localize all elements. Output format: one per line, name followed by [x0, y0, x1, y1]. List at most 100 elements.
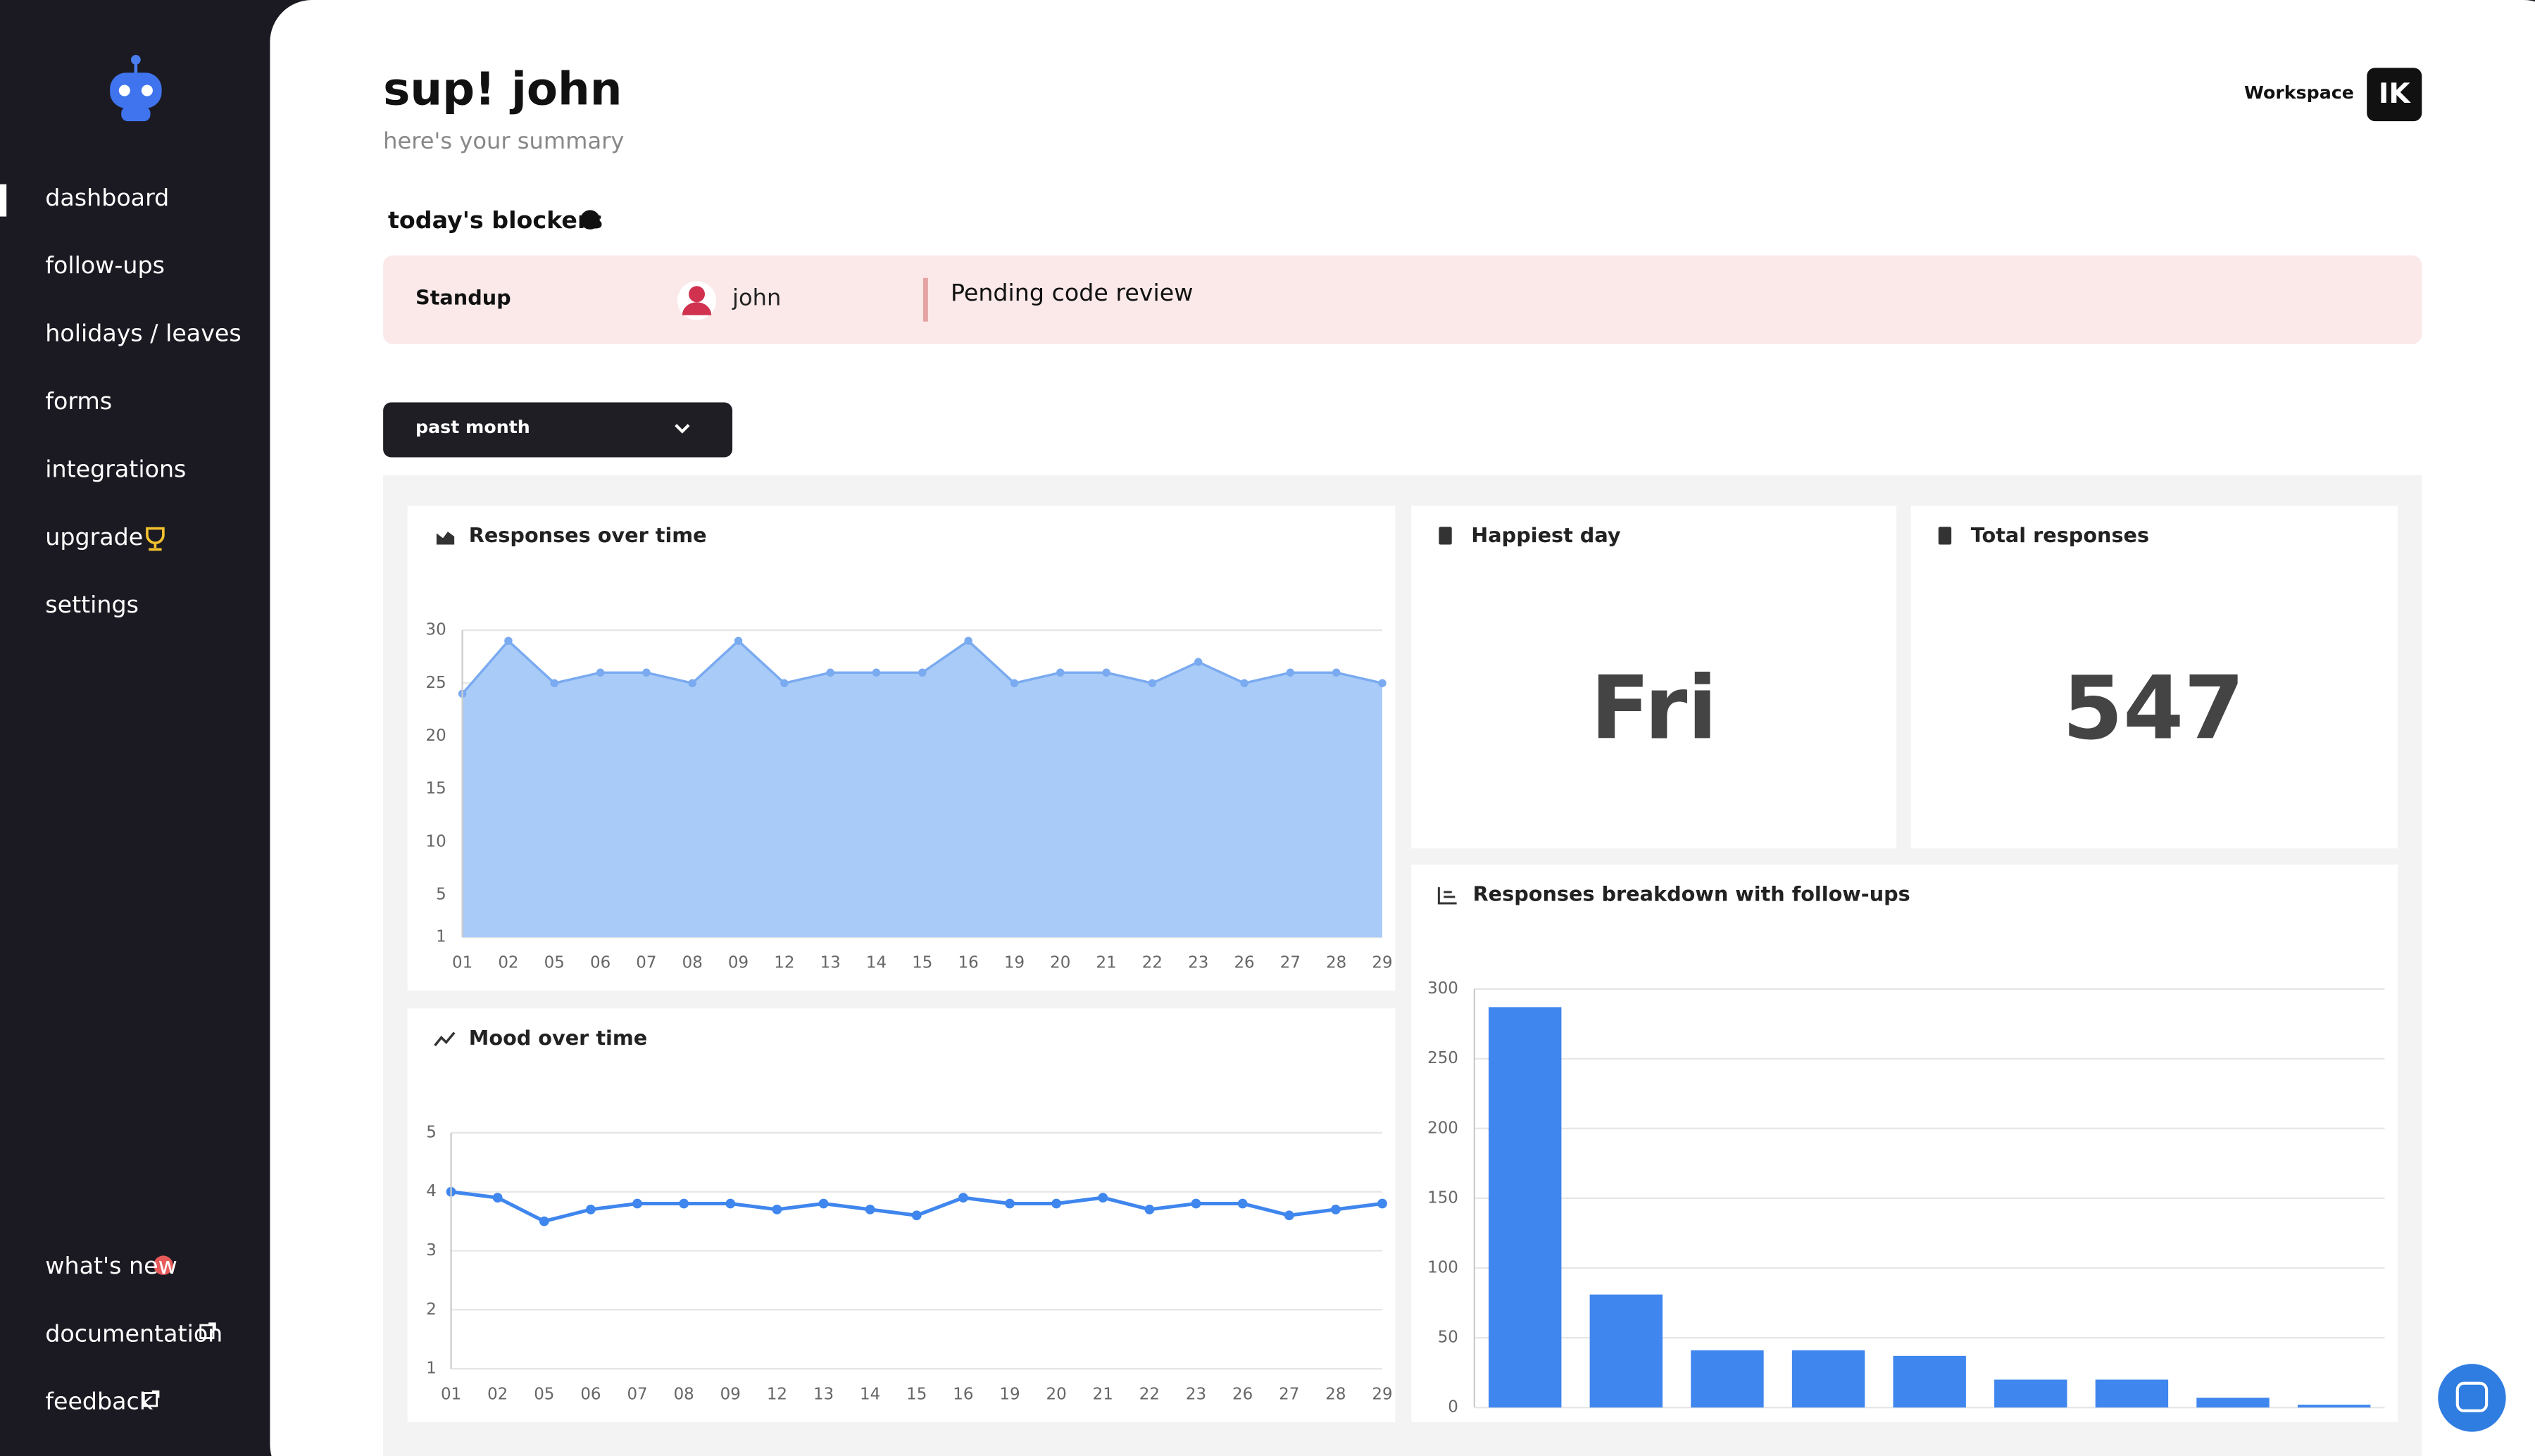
x-tick-label: 08: [682, 953, 703, 972]
page-subtitle: here's your summary: [383, 127, 624, 154]
x-tick-label: 13: [820, 953, 841, 972]
workspace-logo[interactable]: [2367, 68, 2422, 122]
point: [865, 1204, 875, 1215]
point: [632, 1198, 642, 1209]
stat-icon: [1938, 527, 1952, 545]
x-tick-label: 19: [1004, 953, 1025, 972]
y-tick-label: 250: [1427, 1049, 1458, 1067]
x-tick-label: 21: [1093, 1385, 1113, 1403]
workspace-label: Workspace: [2244, 82, 2354, 103]
bar: [2196, 1398, 2270, 1408]
y-tick-label: 10: [425, 832, 446, 851]
x-tick-label: 05: [534, 1385, 554, 1403]
section-title: today's blockers: [388, 206, 603, 234]
y-tick-label: 5: [436, 886, 446, 904]
x-tick-label: 28: [1325, 1385, 1346, 1403]
nav-item[interactable]: holidays / leaves: [45, 320, 241, 347]
nav-item[interactable]: documentation: [45, 1319, 223, 1347]
x-tick-label: 12: [774, 953, 794, 972]
x-tick-label: 01: [452, 953, 472, 972]
nav-item[interactable]: forms: [45, 387, 112, 415]
x-tick-label: 06: [590, 953, 611, 972]
card: [1910, 506, 2398, 848]
chat-button[interactable]: [2438, 1364, 2506, 1432]
point: [911, 1210, 922, 1221]
nav-item[interactable]: follow-ups: [45, 251, 165, 279]
chart-title: Responses breakdown with follow-ups: [1473, 882, 1910, 906]
point: [1194, 658, 1203, 666]
workspace-logo-text: IK: [2379, 78, 2412, 110]
y-tick-label: 15: [425, 779, 446, 798]
point: [1010, 679, 1019, 688]
bar: [1589, 1294, 1663, 1408]
x-tick-label: 29: [1372, 1385, 1392, 1403]
point: [1284, 1210, 1294, 1221]
y-tick-label: 150: [1427, 1188, 1458, 1207]
stat-title: Happiest day: [1471, 523, 1621, 547]
logo: [110, 55, 162, 122]
nav-item[interactable]: dashboard: [45, 184, 169, 211]
page-title: sup! john: [383, 63, 622, 115]
bar: [1893, 1355, 1966, 1408]
x-tick-label: 20: [1050, 953, 1070, 972]
blocker-row: [383, 255, 2422, 344]
x-tick-label: 06: [580, 1385, 601, 1403]
x-tick-label: 12: [767, 1385, 787, 1403]
external-icon: [199, 1322, 216, 1339]
point: [679, 1198, 689, 1209]
point: [725, 1198, 736, 1209]
point: [872, 668, 881, 677]
point: [1005, 1198, 1015, 1209]
chart-icon: [1437, 887, 1457, 905]
blocker-user: john: [732, 284, 781, 311]
x-tick-label: 08: [674, 1385, 694, 1403]
y-tick-label: 50: [1438, 1329, 1458, 1347]
y-tick-label: 300: [1427, 979, 1458, 998]
bar: [2297, 1405, 2371, 1408]
nav-item[interactable]: settings: [45, 591, 139, 618]
point: [772, 1204, 782, 1215]
bar: [1994, 1379, 2067, 1408]
x-tick-label: 16: [953, 1385, 973, 1403]
nav-item[interactable]: integrations: [45, 455, 186, 482]
point: [539, 1216, 549, 1226]
point: [1377, 1198, 1387, 1209]
chevron: [675, 424, 690, 434]
trophy-icon: [146, 527, 165, 551]
nav-item[interactable]: feedback: [45, 1388, 154, 1415]
point: [964, 636, 972, 645]
point: [1098, 1193, 1108, 1203]
period-select[interactable]: [383, 402, 733, 458]
x-tick-label: 13: [813, 1385, 834, 1403]
stat-value: Fri: [1591, 658, 1717, 760]
x-tick-label: 29: [1372, 953, 1392, 972]
external-icon: [142, 1390, 160, 1407]
period-select-label: past month: [415, 417, 530, 437]
nav-item[interactable]: upgrade: [45, 523, 143, 551]
point: [1331, 1204, 1341, 1215]
point: [734, 636, 743, 645]
divider: [922, 277, 928, 322]
y-tick-label: 20: [425, 727, 446, 745]
point: [1144, 1204, 1155, 1215]
y-tick-label: 30: [425, 621, 446, 639]
nav-item[interactable]: what's new: [45, 1252, 177, 1279]
point: [1102, 668, 1110, 677]
point: [1148, 679, 1157, 688]
point: [1237, 1198, 1248, 1209]
y-tick-label: 0: [1448, 1398, 1458, 1417]
y-tick-label: 100: [1427, 1258, 1458, 1276]
point: [550, 679, 559, 688]
stat-value: 547: [2063, 658, 2245, 760]
x-tick-label: 14: [866, 953, 887, 972]
point: [642, 668, 651, 677]
y-tick-label: 25: [425, 674, 446, 692]
x-tick-label: 27: [1280, 953, 1301, 972]
x-tick-label: 01: [441, 1385, 461, 1403]
bar: [2095, 1379, 2169, 1408]
x-tick-label: 28: [1326, 953, 1346, 972]
x-tick-label: 26: [1232, 1385, 1253, 1403]
card: [1411, 864, 2398, 1422]
